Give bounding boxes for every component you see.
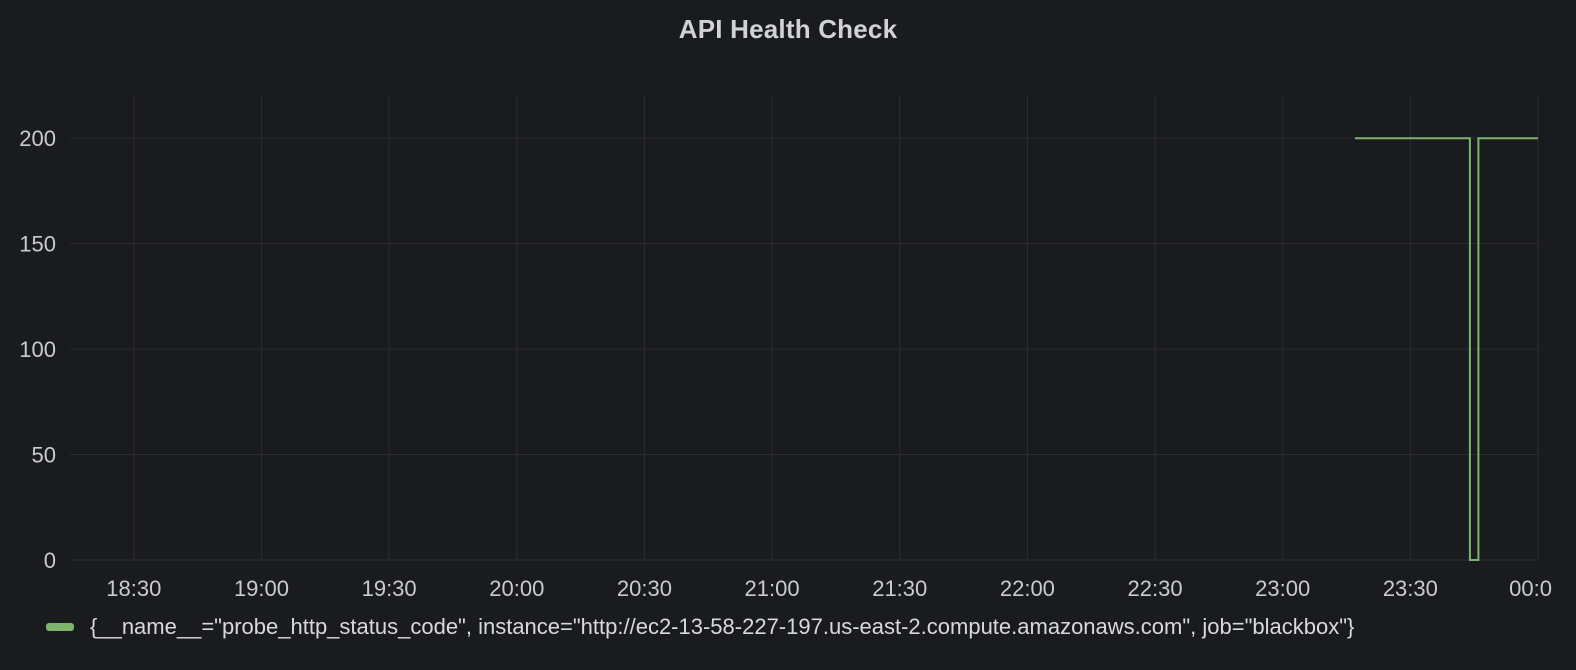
y-tick-label: 0 [44, 548, 56, 573]
x-tick-label: 19:00 [234, 576, 289, 601]
x-tick-label: 21:30 [872, 576, 927, 601]
x-tick-label: 22:30 [1128, 576, 1183, 601]
legend-swatch[interactable] [46, 623, 74, 631]
x-tick-label: 22:00 [1000, 576, 1055, 601]
series-lines [1355, 137, 1538, 561]
y-tick-label: 200 [19, 126, 56, 151]
x-tick-label: 20:00 [489, 576, 544, 601]
y-tick-label: 100 [19, 337, 56, 362]
x-tick-label: 23:00 [1255, 576, 1310, 601]
panel-title[interactable]: API Health Check [678, 14, 898, 44]
x-tick-label: 19:30 [362, 576, 417, 601]
x-tick-label: 20:30 [617, 576, 672, 601]
legend: {__name__="probe_http_status_code", inst… [46, 612, 1354, 642]
y-tick-label: 150 [19, 232, 56, 257]
y-axis-labels: 0 50 100 150 200 [19, 126, 56, 573]
x-tick-label: 21:00 [745, 576, 800, 601]
legend-series-label[interactable]: {__name__="probe_http_status_code", inst… [90, 614, 1355, 639]
grid-lines [70, 96, 1539, 561]
x-tick-label: 23:30 [1383, 576, 1438, 601]
series-line[interactable] [1355, 137, 1538, 561]
y-tick-label: 50 [32, 443, 56, 468]
x-tick-label: 18:30 [106, 576, 161, 601]
x-tick-label: 00:0 [1509, 576, 1552, 601]
time-series-chart[interactable]: 0 50 100 150 200 18:30 19:00 19:30 20:00 20:30 21… [0, 0, 1576, 620]
x-axis-labels: 18:30 19:00 19:30 20:00 20:30 21:00 21:30 22:00… [106, 576, 1552, 601]
